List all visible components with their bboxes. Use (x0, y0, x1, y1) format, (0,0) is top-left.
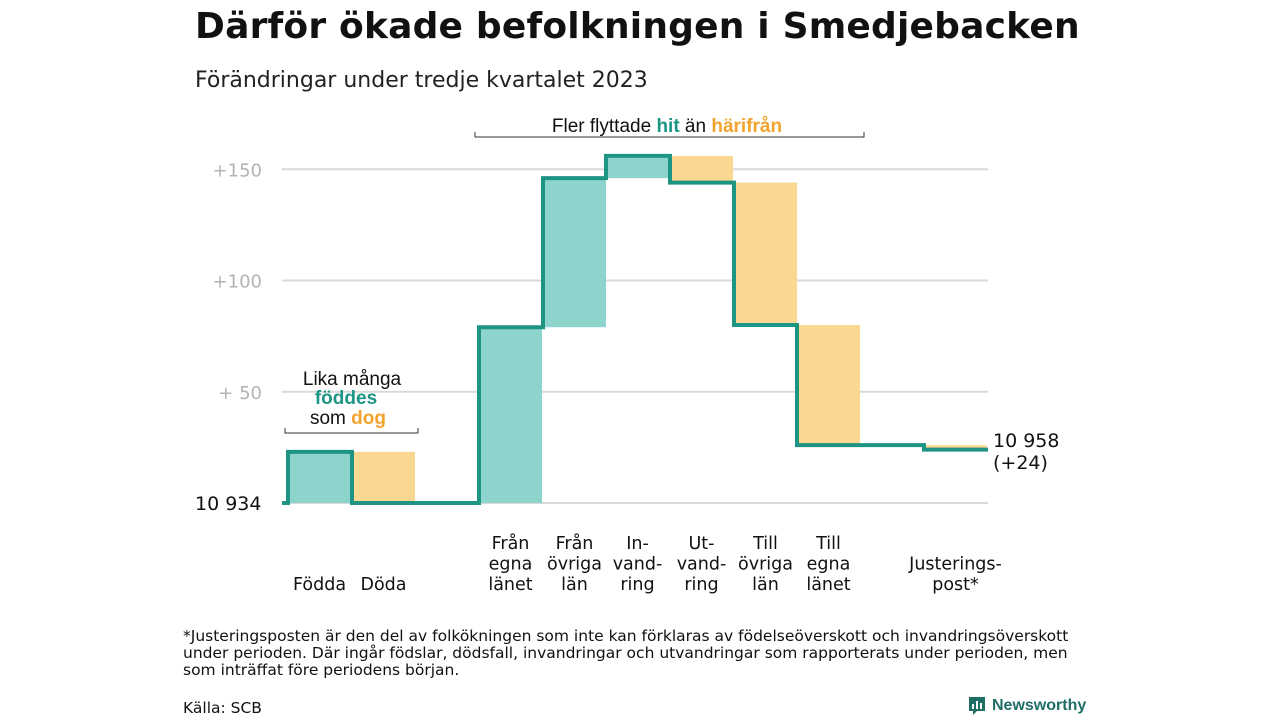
running-total-line (282, 153, 988, 505)
waterfall-bar (797, 325, 860, 446)
source-note: Källa: SCB (183, 699, 262, 717)
waterfall-chart: + 50 +100 +150 10 934 Födda Döda Från egna länet… (195, 116, 1059, 596)
footnote: *Justeringsposten är den del av folkökni… (183, 627, 1069, 679)
waterfall-bar (352, 451, 415, 503)
x-category-label: Från övriga län (547, 533, 602, 595)
x-category-label: In-vand-ring (613, 534, 663, 595)
chart-title: Därför ökade befolkningen i Smedjebacken (195, 6, 1080, 47)
migration-annotation: Fler flyttade hit än härifrån (552, 116, 782, 137)
brand-logo: Newsworthy (968, 696, 1086, 716)
natural-annotation-died: som dog (310, 408, 386, 429)
chart-subtitle: Förändringar under tredje kvartalet 2023 (195, 68, 648, 93)
waterfall-bar (479, 327, 542, 503)
natural-annotation-line1: Lika många (303, 369, 402, 390)
natural-bracket (284, 428, 419, 434)
waterfall-bar (288, 451, 351, 503)
x-category-label: Ut-vand-ring (677, 534, 727, 595)
x-category-label: Döda (360, 575, 406, 595)
y-tick-label: + 50 (218, 383, 262, 404)
brand-name: Newsworthy (992, 697, 1087, 714)
waterfall-bar (543, 178, 606, 328)
newsworthy-logo-icon (968, 696, 986, 716)
waterfall-bar (924, 445, 987, 450)
migration-bracket (474, 132, 865, 138)
x-category-label: Till övriga län (738, 534, 793, 595)
x-category-label: Justerings-post* (908, 555, 1002, 596)
x-category-label: Till egna länet (806, 534, 850, 595)
waterfall-bar (734, 182, 797, 325)
natural-annotation-born: föddes (315, 388, 377, 409)
y-tick-label: +100 (213, 272, 262, 293)
waterfall-bar (670, 155, 733, 183)
x-category-label: Födda (293, 575, 346, 595)
start-value-label: 10 934 (195, 493, 261, 515)
waterfall-bar (606, 155, 669, 179)
x-category-label: Från egna länet (488, 533, 532, 595)
y-tick-label: +150 (213, 160, 262, 181)
end-value-label: 10 958 (+24) (993, 430, 1059, 474)
